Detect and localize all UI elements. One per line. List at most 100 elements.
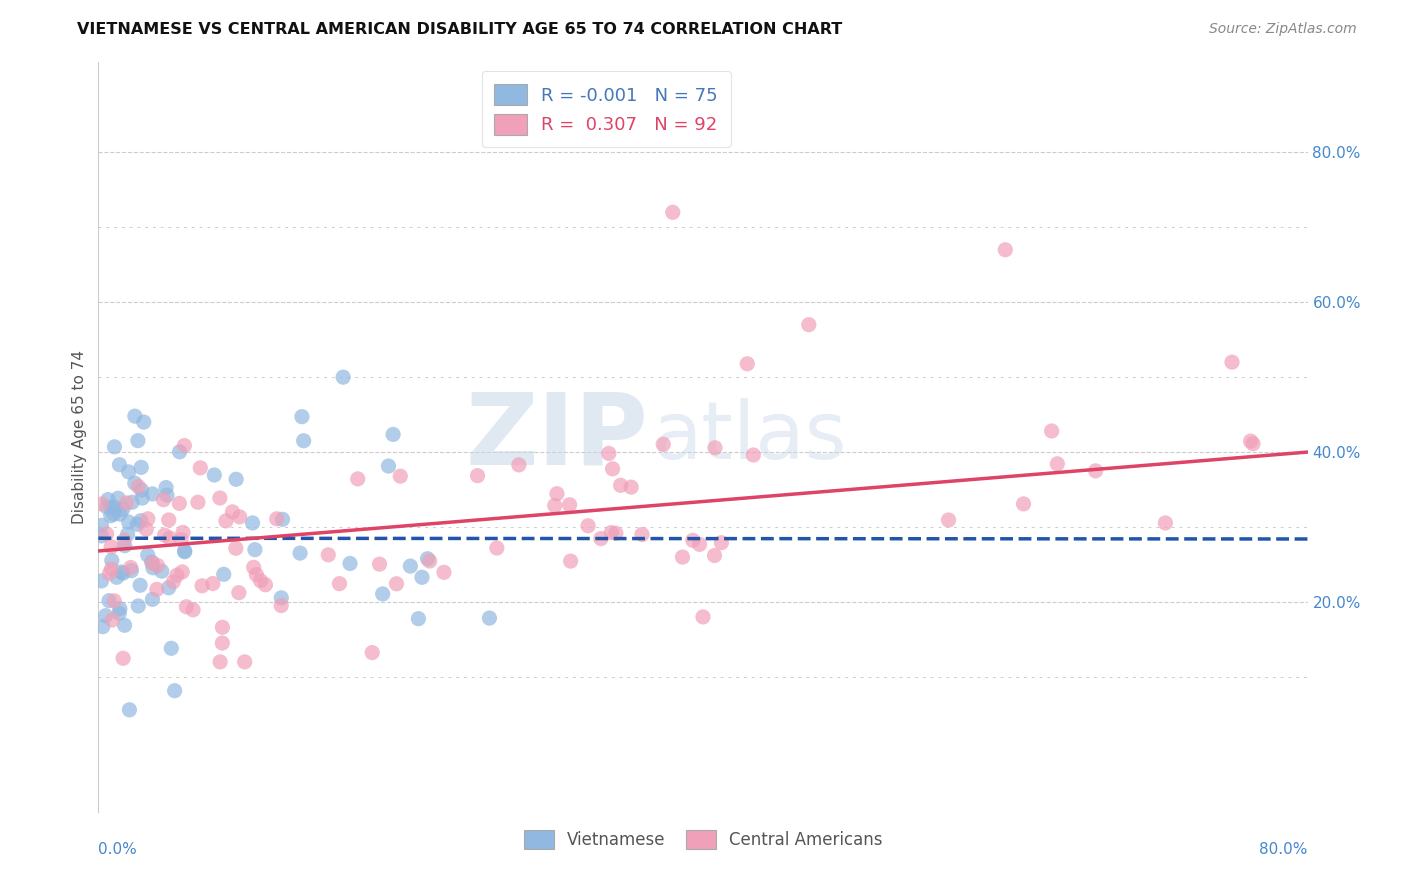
Point: [103, 594, 125, 608]
Point: [166, 568, 188, 582]
Point: [467, 468, 489, 483]
Point: [103, 507, 125, 521]
Point: [710, 535, 733, 549]
Point: [107, 491, 129, 506]
Point: [97, 492, 120, 507]
Point: [176, 599, 198, 614]
Point: [173, 439, 195, 453]
Point: [108, 607, 131, 621]
Point: [485, 541, 508, 555]
Point: [172, 525, 194, 540]
Point: [110, 565, 132, 579]
Point: [90, 497, 112, 511]
Point: [170, 533, 193, 547]
Point: [598, 446, 620, 460]
Point: [339, 557, 361, 571]
Point: [797, 318, 820, 332]
Point: [129, 460, 152, 475]
Point: [620, 480, 643, 494]
Point: [124, 409, 146, 424]
Point: [127, 479, 149, 493]
Point: [1154, 516, 1177, 530]
Point: [328, 576, 350, 591]
Text: atlas: atlas: [652, 398, 846, 476]
Point: [162, 574, 184, 589]
Text: ZIP: ZIP: [465, 389, 648, 485]
Point: [266, 512, 288, 526]
Point: [208, 491, 231, 505]
Point: [141, 592, 163, 607]
Point: [546, 486, 568, 500]
Point: [605, 526, 627, 541]
Point: [652, 437, 675, 451]
Point: [191, 579, 214, 593]
Point: [212, 567, 235, 582]
Point: [127, 434, 149, 448]
Point: [96, 527, 118, 541]
Point: [589, 532, 612, 546]
Point: [146, 582, 169, 597]
Point: [292, 434, 315, 448]
Point: [249, 574, 271, 588]
Point: [103, 440, 125, 454]
Point: [131, 491, 153, 505]
Point: [416, 551, 439, 566]
Point: [187, 495, 209, 509]
Point: [153, 528, 176, 542]
Point: [188, 461, 211, 475]
Point: [118, 515, 141, 529]
Point: [201, 576, 224, 591]
Point: [1241, 436, 1264, 450]
Text: 80.0%: 80.0%: [1260, 842, 1308, 856]
Point: [209, 655, 232, 669]
Point: [141, 556, 163, 570]
Point: [120, 564, 142, 578]
Point: [600, 525, 623, 540]
Point: [408, 612, 430, 626]
Point: [112, 651, 135, 665]
Point: [689, 537, 711, 551]
Point: [117, 465, 139, 479]
Point: [90, 574, 112, 588]
Point: [100, 540, 122, 554]
Point: [136, 548, 159, 562]
Point: [377, 458, 399, 473]
Point: [173, 544, 195, 558]
Point: [118, 703, 141, 717]
Point: [225, 541, 247, 556]
Point: [142, 561, 165, 575]
Point: [96, 500, 118, 515]
Point: [271, 512, 294, 526]
Point: [115, 496, 138, 510]
Point: [132, 415, 155, 429]
Point: [478, 611, 501, 625]
Point: [385, 576, 408, 591]
Point: [433, 566, 456, 580]
Point: [114, 539, 136, 553]
Point: [211, 636, 233, 650]
Point: [127, 517, 149, 532]
Point: [1046, 457, 1069, 471]
Point: [270, 591, 292, 605]
Point: [692, 610, 714, 624]
Point: [558, 498, 581, 512]
Point: [129, 514, 152, 528]
Point: [100, 508, 122, 523]
Point: [169, 445, 191, 459]
Point: [332, 370, 354, 384]
Point: [346, 472, 368, 486]
Point: [91, 619, 114, 633]
Point: [131, 483, 153, 497]
Point: [160, 641, 183, 656]
Point: [98, 566, 121, 581]
Point: [508, 458, 530, 472]
Point: [215, 514, 238, 528]
Point: [90, 529, 112, 543]
Point: [576, 518, 599, 533]
Point: [155, 481, 177, 495]
Point: [243, 542, 266, 557]
Point: [181, 603, 204, 617]
Point: [112, 533, 135, 548]
Point: [136, 512, 159, 526]
Point: [228, 585, 250, 599]
